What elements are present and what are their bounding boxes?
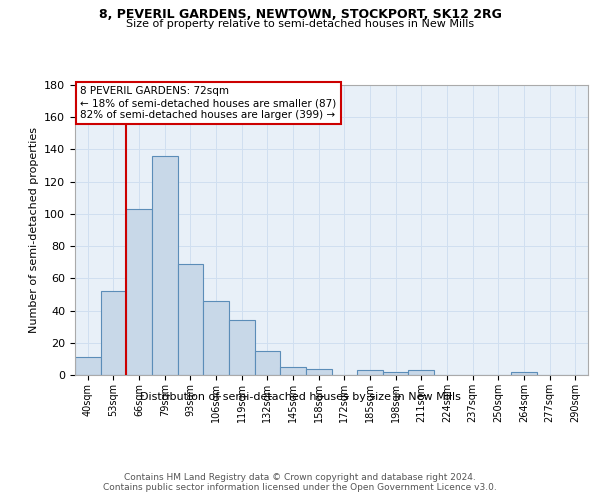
Bar	[101, 291, 127, 375]
Bar	[357, 370, 383, 375]
Bar	[280, 367, 306, 375]
Bar	[383, 372, 409, 375]
Text: 8 PEVERIL GARDENS: 72sqm
← 18% of semi-detached houses are smaller (87)
82% of s: 8 PEVERIL GARDENS: 72sqm ← 18% of semi-d…	[80, 86, 337, 120]
Bar	[152, 156, 178, 375]
Bar	[75, 358, 101, 375]
Bar	[178, 264, 203, 375]
Text: Size of property relative to semi-detached houses in New Mills: Size of property relative to semi-detach…	[126, 19, 474, 29]
Bar	[409, 370, 434, 375]
Bar	[127, 209, 152, 375]
Text: Distribution of semi-detached houses by size in New Mills: Distribution of semi-detached houses by …	[140, 392, 460, 402]
Bar	[254, 351, 280, 375]
Y-axis label: Number of semi-detached properties: Number of semi-detached properties	[29, 127, 38, 333]
Text: Contains HM Land Registry data © Crown copyright and database right 2024.
Contai: Contains HM Land Registry data © Crown c…	[103, 472, 497, 492]
Bar	[511, 372, 537, 375]
Bar	[229, 320, 254, 375]
Text: 8, PEVERIL GARDENS, NEWTOWN, STOCKPORT, SK12 2RG: 8, PEVERIL GARDENS, NEWTOWN, STOCKPORT, …	[98, 8, 502, 20]
Bar	[203, 301, 229, 375]
Bar	[306, 368, 331, 375]
